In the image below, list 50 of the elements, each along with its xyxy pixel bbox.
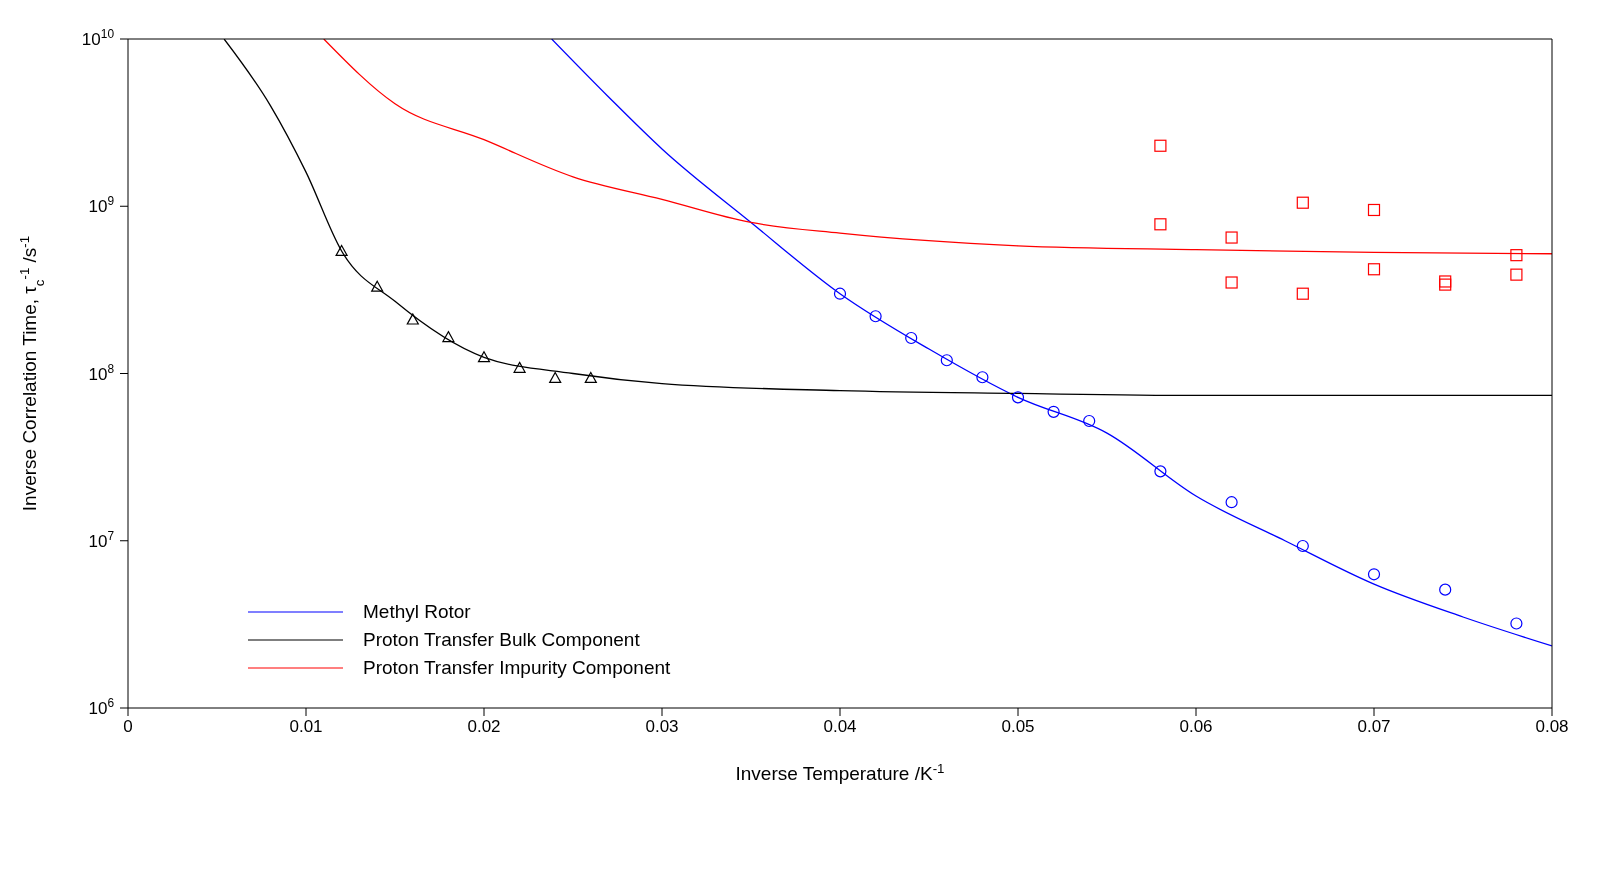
point — [1225, 231, 1238, 244]
point — [833, 287, 847, 300]
y-tick-label: 10$^{9}$ — [88, 194, 115, 217]
y-tick-label: 10$^{10}$ — [81, 27, 115, 49]
x-tick-label: 0.03 — [645, 717, 679, 736]
point — [1510, 249, 1523, 262]
point — [1225, 496, 1238, 509]
point — [1154, 139, 1167, 152]
x-tick-label: 0.08 — [1535, 717, 1569, 736]
point — [905, 331, 918, 345]
point — [1047, 405, 1060, 418]
point — [1367, 568, 1381, 581]
point — [1367, 263, 1381, 276]
point — [1439, 583, 1452, 596]
x-tick-label: 0.06 — [1179, 717, 1213, 736]
point — [1011, 391, 1025, 404]
point — [1296, 287, 1309, 300]
x-tick-label: 0.01 — [289, 717, 323, 736]
x-tick-label: 0.04 — [823, 717, 857, 736]
point — [1083, 414, 1096, 428]
point — [1296, 196, 1309, 209]
point — [406, 313, 419, 325]
x-tick-label: 0 — [123, 717, 133, 736]
point — [371, 280, 384, 292]
point — [869, 310, 882, 323]
y-tick-label: 10$^{6}$ — [88, 696, 115, 718]
point — [477, 351, 491, 363]
point — [442, 331, 455, 343]
y-tick-label: 10$^{7}$ — [88, 528, 115, 551]
legend-label: Proton Transfer Bulk Component — [363, 629, 640, 651]
point — [1296, 539, 1309, 553]
point — [1154, 218, 1167, 231]
point — [1367, 203, 1381, 217]
point — [940, 354, 953, 367]
point — [1510, 268, 1523, 281]
point — [1225, 276, 1238, 289]
legend-label: Methyl Rotor — [363, 601, 471, 623]
point — [513, 361, 526, 373]
y-tick-label: 10$^{8}$ — [88, 361, 115, 384]
point — [1510, 617, 1523, 630]
point — [335, 244, 348, 257]
legend-label: Proton Transfer Impurity Component — [363, 657, 671, 679]
point — [1154, 465, 1167, 478]
point — [584, 371, 597, 383]
point — [976, 371, 989, 384]
x-axis-title: Inverse Temperature /K$^{-1}$ — [735, 760, 945, 784]
x-tick-label: 0.02 — [467, 717, 501, 736]
point — [549, 371, 562, 383]
x-tick-label: 0.05 — [1001, 717, 1035, 736]
x-tick-label: 0.07 — [1357, 717, 1391, 736]
